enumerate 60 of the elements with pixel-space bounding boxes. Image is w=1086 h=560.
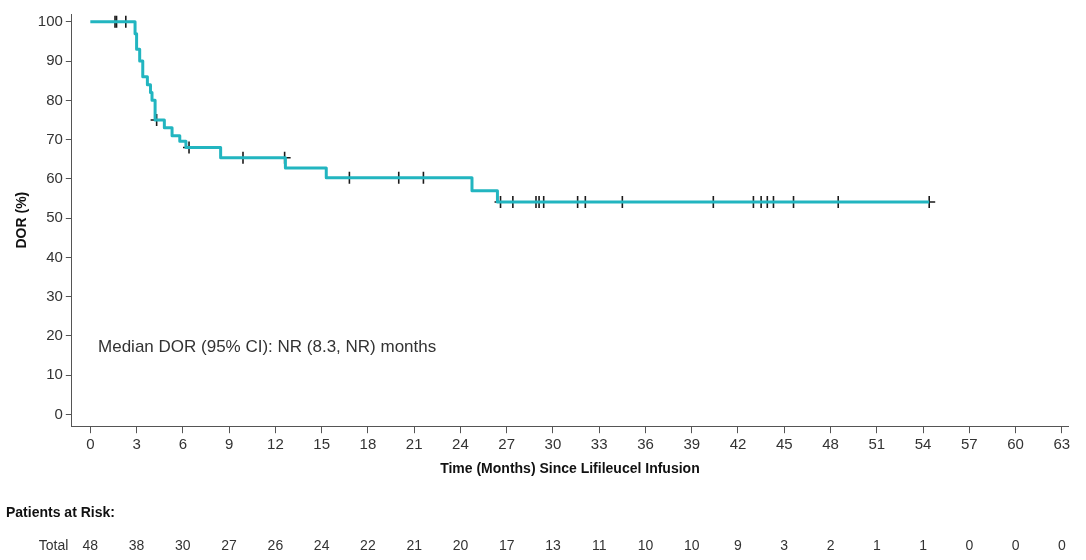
x-tick-label: 63 xyxy=(1053,435,1071,453)
text: 3 xyxy=(780,536,789,553)
x-tick-label: 54 xyxy=(914,435,932,453)
x-tick-label: 60 xyxy=(1007,435,1024,453)
y-tick-label: 90 xyxy=(46,51,63,69)
text: 9 xyxy=(734,536,743,553)
y-axis-title: DOR (%) xyxy=(13,191,30,249)
text: 22 xyxy=(360,536,376,553)
x-tick-label: 24 xyxy=(452,435,469,453)
x-tick-label: 30 xyxy=(544,435,562,453)
text: 20 xyxy=(452,536,469,553)
x-tick-label: 51 xyxy=(868,435,886,453)
annotation: Median DOR (95% CI): NR (8.3, NR) months xyxy=(98,337,437,357)
x-tick-label: 15 xyxy=(313,435,330,453)
text: 27 xyxy=(221,536,238,553)
text: 38 xyxy=(128,536,145,553)
y-tick-label: 10 xyxy=(46,365,63,383)
y-tick-label: 20 xyxy=(46,326,63,344)
x-tick-label: 27 xyxy=(498,435,516,453)
y-tick-label: 100 xyxy=(37,11,63,29)
x-tick-label: 48 xyxy=(822,435,839,453)
text: 10 xyxy=(637,536,654,553)
x-tick-label: 36 xyxy=(637,435,654,453)
x-tick-label: 45 xyxy=(775,435,793,453)
text: 0 xyxy=(1011,536,1020,553)
text: 26 xyxy=(267,536,284,553)
x-tick-label: 21 xyxy=(405,435,423,453)
text: 2 xyxy=(826,536,835,553)
text: 1 xyxy=(919,536,928,553)
text: 0 xyxy=(965,536,974,553)
text: 13 xyxy=(545,536,561,553)
x-tick-label: 42 xyxy=(729,435,747,453)
x-tick-label: 18 xyxy=(359,435,377,453)
text: Total xyxy=(38,536,69,553)
text: 1 xyxy=(872,536,881,553)
text: 10 xyxy=(683,536,700,553)
text: 48 xyxy=(82,536,99,553)
x-tick-label: 3 xyxy=(132,435,141,453)
text: 30 xyxy=(175,536,191,553)
y-tick-label: 0 xyxy=(54,404,63,422)
y-tick-label: 80 xyxy=(46,90,63,108)
text: 21 xyxy=(406,536,423,553)
x-tick-label: 6 xyxy=(178,435,188,453)
x-axis-title: Time (Months) Since Lifileucel Infusion xyxy=(440,460,700,477)
text: Patients at Risk: xyxy=(6,503,115,520)
x-tick-label: 57 xyxy=(960,435,978,453)
y-tick-label: 60 xyxy=(46,169,63,187)
x-tick-label: 33 xyxy=(590,435,608,453)
y-tick-label: 70 xyxy=(46,129,63,147)
x-tick-label: 12 xyxy=(267,435,284,453)
text: 0 xyxy=(1057,536,1066,553)
y-tick-label: 40 xyxy=(46,247,63,265)
y-tick-label: 30 xyxy=(46,286,63,304)
x-tick-label: 39 xyxy=(683,435,701,453)
text: 24 xyxy=(313,536,330,553)
x-tick-label: 9 xyxy=(224,435,234,453)
y-tick-label: 50 xyxy=(46,208,63,226)
text: 17 xyxy=(498,536,515,553)
x-tick-label: 0 xyxy=(86,435,95,453)
text: 11 xyxy=(591,536,607,553)
